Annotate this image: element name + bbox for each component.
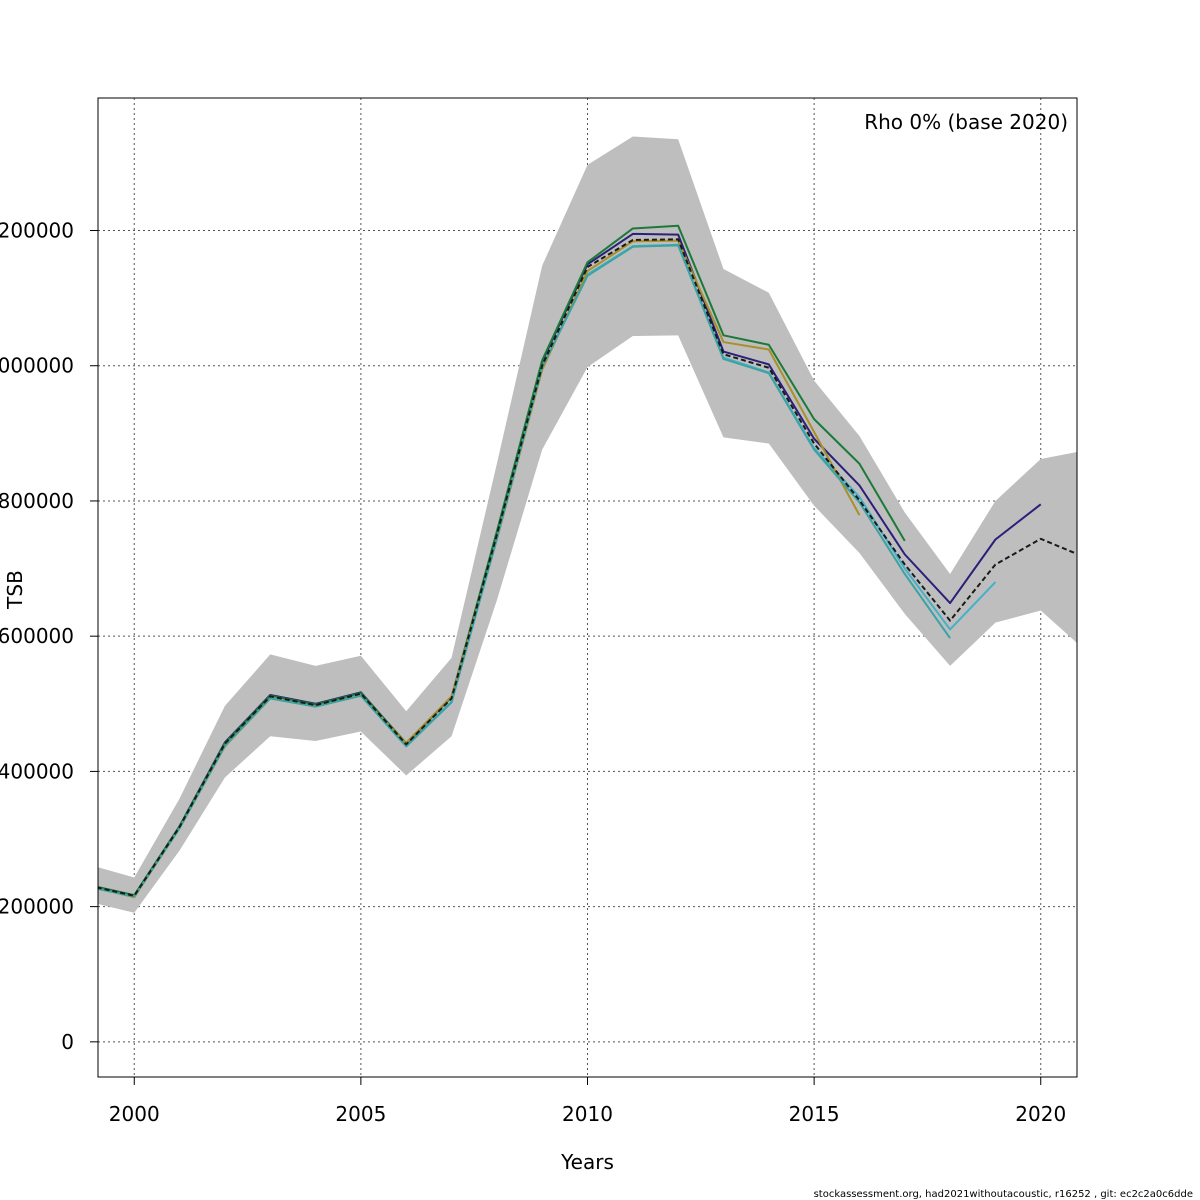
footer-credit: stockassessment.org, had2021withoutacous…	[814, 1189, 1193, 1200]
x-tick-label: 2000	[109, 1102, 160, 1126]
y-axis-title: TSB	[3, 570, 27, 610]
y-tick-label: 200000	[0, 895, 74, 919]
y-axis: 0 200000 400000 600000 800000 1000000 1200000	[0, 219, 98, 1054]
series-layer	[98, 224, 1077, 899]
x-axis-title: Years	[560, 1150, 614, 1174]
y-tick-label: 600000	[0, 624, 74, 648]
x-tick-label: 2020	[1015, 1102, 1066, 1126]
series-line-5	[98, 244, 951, 898]
grid-lines	[98, 98, 1077, 1077]
y-tick-label: 800000	[0, 489, 74, 513]
x-tick-label: 2015	[789, 1102, 840, 1126]
x-tick-label: 2010	[562, 1102, 613, 1126]
series-line-0	[98, 238, 1077, 897]
y-tick-label: 1200000	[0, 219, 74, 243]
rho-annotation: Rho 0% (base 2020)	[864, 110, 1068, 134]
y-tick-label: 1000000	[0, 354, 74, 378]
confidence-band	[98, 136, 1077, 913]
confidence-band-layer	[98, 136, 1077, 913]
y-tick-label: 0	[61, 1030, 74, 1054]
y-tick-label: 400000	[0, 759, 74, 783]
x-tick-label: 2005	[335, 1102, 386, 1126]
x-axis: 2000 2005 2010 2015 2020	[109, 1077, 1066, 1126]
